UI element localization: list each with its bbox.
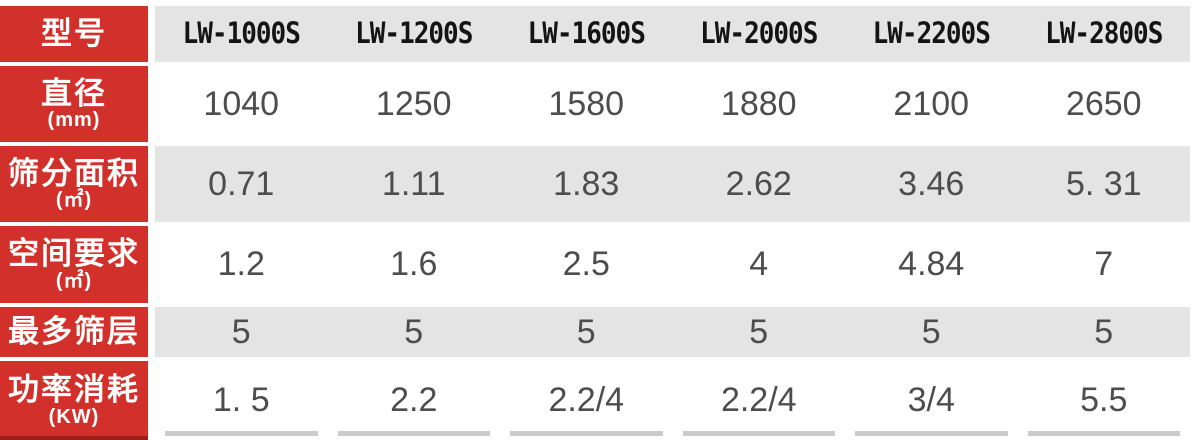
row-unit: (㎡) (55, 269, 93, 292)
table-header-row: 型号 LW-1000S LW-1200S LW-1600S LW-2000S L… (0, 6, 1200, 62)
value-cell: 1.11 (381, 164, 446, 203)
row-header-diameter: 直径 (mm) (0, 66, 148, 142)
table-row-power-consumption: 功率消耗 (KW) 1. 5 2.2 2.2/4 2.2/4 3/4 5.5 (0, 361, 1200, 440)
value-cell: 5 (404, 312, 424, 351)
value-cell: 2100 (893, 84, 970, 123)
corner-header-label: 型号 (41, 16, 107, 52)
data-band: 1. 5 2.2 2.2/4 2.2/4 3/4 5.5 (155, 361, 1190, 440)
row-header-screen-area: 筛分面积 (㎡) (0, 146, 148, 222)
data-band: 0.71 1.11 1.83 2.62 3.46 5. 31 (155, 146, 1190, 222)
row-label: 直径 (41, 75, 107, 111)
value-cell: 4 (749, 245, 769, 283)
value-cell: 5 (231, 312, 251, 351)
value-cell: 1. 5 (212, 381, 270, 419)
value-cell: 3.46 (898, 164, 965, 203)
row-header-space-requirement: 空间要求 (㎡) (0, 226, 148, 303)
value-cell: 2.2 (390, 381, 438, 419)
data-band: 1.2 1.6 2.5 4 4.84 7 (155, 226, 1190, 303)
row-unit: (KW) (48, 405, 100, 428)
value-cell: 1580 (548, 84, 625, 123)
row-label: 空间要求 (8, 236, 140, 272)
value-cell: 5 (749, 312, 769, 351)
table-row-screen-area: 筛分面积 (㎡) 0.71 1.11 1.83 2.62 3.46 5. 31 (0, 146, 1200, 222)
value-cell: 5 (1094, 312, 1114, 351)
data-band: 1040 1250 1580 1880 2100 2650 (155, 66, 1190, 142)
row-label: 功率消耗 (8, 372, 140, 408)
value-cell: 2650 (1065, 84, 1142, 123)
model-cell: LW-1000S (182, 17, 301, 51)
value-cell: 7 (1094, 245, 1114, 283)
model-cell: LW-1200S (355, 17, 473, 51)
corner-header-cell: 型号 (0, 6, 148, 62)
value-cell: 3/4 (907, 381, 955, 419)
model-cell: LW-2800S (1045, 17, 1163, 51)
model-cell: LW-2000S (700, 17, 818, 51)
value-cell: 0.71 (208, 164, 275, 203)
table-row-space-requirement: 空间要求 (㎡) 1.2 1.6 2.5 4 4.84 7 (0, 226, 1200, 303)
row-header-max-layers: 最多筛层 (0, 307, 148, 357)
header-band: LW-1000S LW-1200S LW-1600S LW-2000S LW-2… (155, 6, 1190, 62)
value-cell: 5.5 (1080, 381, 1128, 419)
value-cell: 4.84 (898, 245, 965, 283)
value-cell: 5. 31 (1065, 164, 1142, 203)
value-cell: 1250 (375, 84, 452, 123)
value-cell: 2.5 (562, 245, 610, 283)
table-row-max-layers: 最多筛层 5 5 5 5 5 5 (0, 307, 1200, 357)
table-row-diameter: 直径 (mm) 1040 1250 1580 1880 2100 2650 (0, 66, 1200, 142)
value-cell: 1.2 (217, 245, 265, 283)
data-band: 5 5 5 5 5 5 (155, 307, 1190, 357)
model-cell: LW-1600S (527, 17, 646, 51)
value-cell: 1.83 (553, 164, 620, 203)
value-cell: 1880 (720, 84, 797, 123)
value-cell: 2.62 (725, 164, 792, 203)
row-header-power-consumption: 功率消耗 (KW) (0, 361, 148, 440)
row-label: 筛分面积 (8, 155, 140, 191)
model-cell: LW-2200S (872, 17, 991, 51)
value-cell: 1040 (203, 84, 280, 123)
row-unit: (mm) (47, 109, 101, 132)
value-cell: 5 (576, 312, 596, 351)
value-cell: 2.2/4 (720, 381, 797, 419)
value-cell: 5 (921, 312, 941, 351)
value-cell: 1.6 (390, 245, 438, 283)
value-cell: 2.2/4 (548, 381, 625, 419)
row-unit: (㎡) (55, 189, 93, 212)
row-label: 最多筛层 (8, 314, 140, 350)
